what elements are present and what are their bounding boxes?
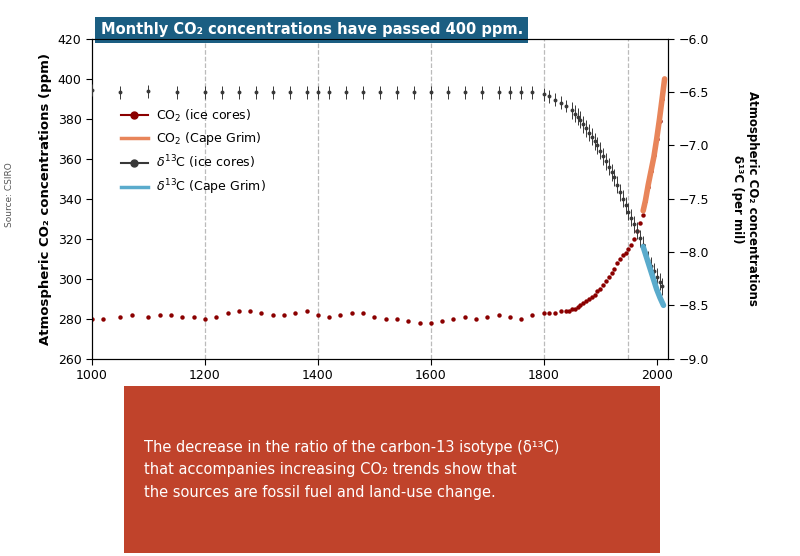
Y-axis label: Atmospheric CO₂ concentrations (ppm): Atmospheric CO₂ concentrations (ppm) [39,53,52,345]
Legend: CO$_2$ (ice cores), CO$_2$ (Cape Grim), $\delta^{13}$C (ice cores), $\delta^{13}: CO$_2$ (ice cores), CO$_2$ (Cape Grim), … [115,103,270,202]
Text: Monthly CO₂ concentrations have passed 400 ppm.: Monthly CO₂ concentrations have passed 4… [101,22,523,37]
Y-axis label: Atmospheric CO₂ concentrations
δ¹³C (per mil): Atmospheric CO₂ concentrations δ¹³C (per… [731,91,759,306]
Text: The decrease in the ratio of the carbon-13 isotype (δ¹³C)
that accompanies incre: The decrease in the ratio of the carbon-… [144,440,559,500]
X-axis label: Year: Year [359,388,401,405]
Text: Source: CSIRO: Source: CSIRO [5,162,14,227]
